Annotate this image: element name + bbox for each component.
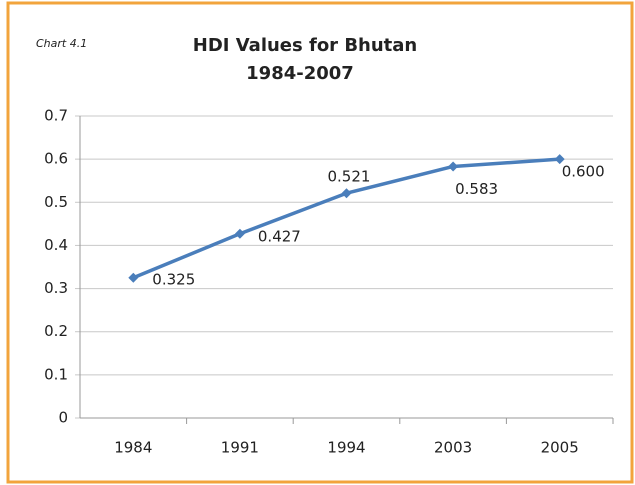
- chart-annotation: Chart 4.1: [36, 37, 87, 50]
- x-tick-label: 1991: [221, 439, 259, 457]
- y-tick-label: 0.6: [44, 150, 68, 168]
- chart-title: HDI Values for Bhutan: [193, 35, 418, 56]
- y-tick-label: 0.5: [44, 193, 68, 211]
- data-point: [234, 228, 245, 239]
- data-point: [128, 272, 139, 283]
- data-label: 0.427: [258, 227, 301, 245]
- data-point: [554, 154, 565, 165]
- y-tick-label: 0: [58, 409, 68, 427]
- data-point: [341, 188, 352, 199]
- chart-border: [6, 1, 634, 484]
- y-tick-label: 0.7: [44, 107, 68, 125]
- y-tick-label: 0.3: [44, 279, 68, 297]
- data-label: 0.325: [152, 270, 195, 288]
- data-label: 0.583: [455, 180, 498, 198]
- y-tick-label: 0.1: [44, 365, 68, 383]
- data-point: [448, 161, 459, 172]
- y-tick-label: 0.2: [44, 322, 68, 340]
- data-label: 0.521: [328, 168, 371, 186]
- y-tick-label: 0.4: [44, 236, 68, 254]
- x-tick-label: 1984: [114, 439, 152, 457]
- chart-subtitle: 1984-2007: [246, 63, 354, 84]
- x-tick-label: 2003: [434, 439, 472, 457]
- x-tick-label: 2005: [541, 439, 579, 457]
- data-label: 0.600: [562, 163, 605, 181]
- x-tick-label: 1994: [327, 439, 365, 457]
